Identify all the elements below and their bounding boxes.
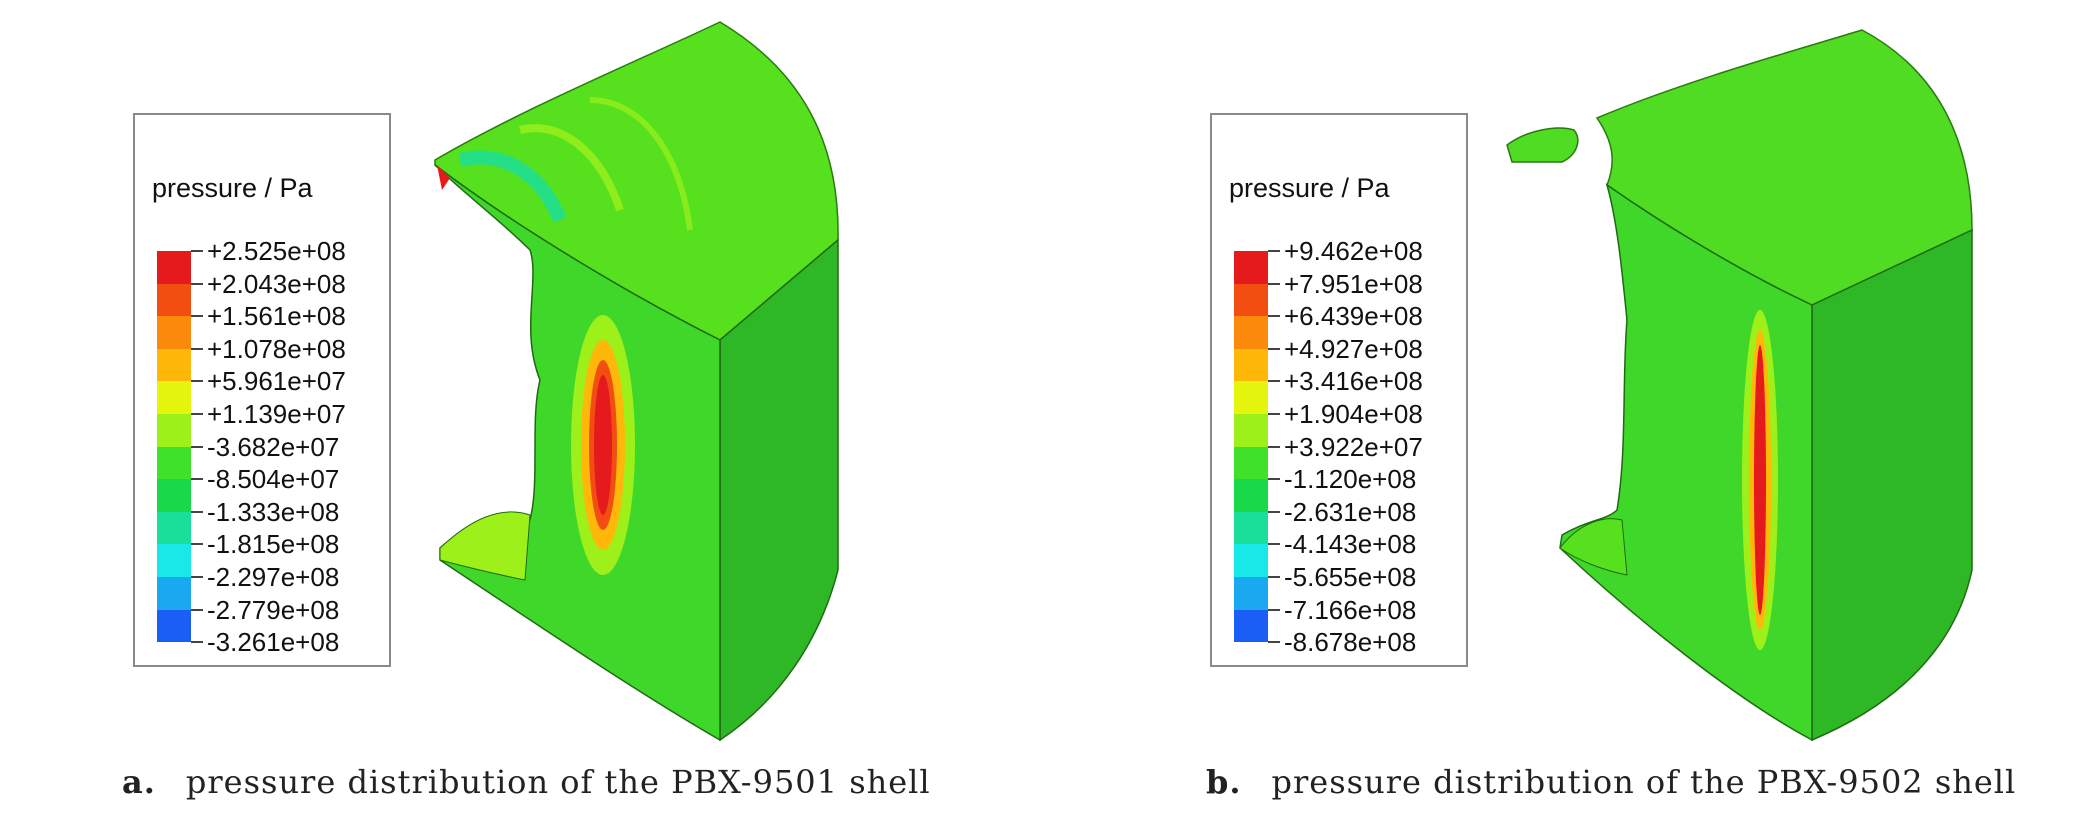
colorbar-swatch [157, 544, 191, 577]
colorbar-tick [191, 576, 203, 578]
colorbar-swatch [157, 413, 191, 447]
colorbar-a [157, 251, 191, 643]
colorbar-tick-label: -2.631e+08 [1284, 496, 1417, 527]
colorbar-tick-label: +5.961e+07 [207, 366, 346, 397]
colorbar-tick-label: +6.439e+08 [1284, 301, 1423, 332]
panel-a: pressure / Pa +2.525e+08 +2.043e+08 +1.561… [122, 21, 931, 801]
legend-title-a: pressure / Pa [152, 173, 313, 203]
colorbar-swatch [1234, 381, 1268, 414]
colorbar-tick-label: +4.927e+08 [1284, 333, 1423, 364]
colorbar-swatch [157, 576, 191, 610]
colorbar-tick [1268, 347, 1280, 350]
colorbar-tick-label: +9.462e+08 [1284, 236, 1423, 266]
colorbar-swatch [1234, 544, 1268, 577]
shell-model-b [1506, 29, 1973, 742]
caption-text-b: pressure distribution of the PBX-9502 sh… [1271, 763, 2017, 801]
colorbar-tick-label: +1.561e+08 [207, 301, 346, 332]
colorbar-b [1234, 251, 1268, 643]
colorbar-tick [1268, 510, 1280, 513]
colorbar-tick [1268, 380, 1280, 383]
legend-a: pressure / Pa +2.525e+08 +2.043e+08 +1.561… [133, 113, 391, 667]
colorbar-swatch [157, 381, 191, 414]
colorbar-swatch [1234, 576, 1268, 610]
colorbar-tick [191, 380, 203, 383]
colorbar-tick [191, 250, 203, 252]
colorbar-swatch [1234, 609, 1268, 643]
colorbar-tick [1268, 608, 1280, 611]
colorbar-tick-label: +3.922e+07 [1284, 431, 1423, 462]
colorbar-tick-label: +1.078e+08 [207, 333, 346, 364]
colorbar-tick [191, 510, 203, 513]
colorbar-swatch [157, 609, 191, 643]
colorbar-tick [1268, 315, 1280, 318]
colorbar-swatch [1234, 413, 1268, 447]
colorbar-tick [191, 641, 203, 644]
colorbar-tick [191, 543, 203, 546]
colorbar-tick-label: -1.120e+08 [1284, 464, 1417, 495]
colorbar-swatch [157, 446, 191, 480]
colorbar-tick-label: -3.261e+08 [207, 627, 340, 658]
caption-a: a. pressure distribution of the PBX-9501 … [122, 763, 931, 801]
caption-letter-a: a. [122, 763, 156, 801]
colorbar-swatch [1234, 446, 1268, 480]
colorbar-tick-label: +1.139e+07 [207, 399, 346, 429]
colorbar-tick-label: -1.815e+08 [207, 529, 340, 560]
colorbar-swatch [157, 479, 191, 512]
colorbar-tick-label: -2.779e+08 [207, 594, 340, 625]
colorbar-swatch [1234, 316, 1268, 349]
colorbar-tick [1268, 250, 1280, 252]
colorbar-tick [191, 282, 203, 285]
colorbar-tick-label: +2.525e+08 [207, 236, 346, 266]
colorbar-tick [1268, 413, 1280, 415]
colorbar-tick [191, 315, 203, 318]
colorbar-swatch [1234, 511, 1268, 545]
colorbar-swatch [1234, 283, 1268, 317]
colorbar-swatch [1234, 479, 1268, 512]
panel-b: pressure / Pa +9.462e+08 +7.951e+08 +6.439… [1037, 0, 2074, 825]
caption-letter-b: b. [1206, 763, 1242, 801]
colorbar-tick [1268, 445, 1280, 448]
colorbar-tick [191, 478, 203, 481]
colorbar-swatch [157, 316, 191, 349]
colorbar-tick-label: -1.333e+08 [207, 496, 340, 527]
legend-b: pressure / Pa +9.462e+08 +7.951e+08 +6.439… [1210, 113, 1468, 667]
colorbar-tick-label: -4.143e+08 [1284, 529, 1417, 560]
colorbar-tick-label: -5.655e+08 [1284, 562, 1417, 592]
colorbar-tick-label: -8.678e+08 [1284, 627, 1417, 658]
colorbar-tick [1268, 478, 1280, 481]
caption-text-a: pressure distribution of the PBX-9501 sh… [185, 763, 931, 801]
colorbar-tick-label: +1.904e+08 [1284, 399, 1423, 429]
colorbar-tick-label: +3.416e+08 [1284, 366, 1423, 397]
colorbar-swatch [157, 283, 191, 317]
colorbar-tick-label: -8.504e+07 [207, 464, 340, 495]
caption-b: b. pressure distribution of the PBX-9502 … [1206, 763, 2016, 801]
colorbar-tick [1268, 576, 1280, 578]
colorbar-tick [191, 347, 203, 350]
colorbar-tick [1268, 543, 1280, 546]
colorbar-tick-label: +2.043e+08 [207, 268, 346, 299]
legend-title-b: pressure / Pa [1229, 173, 1390, 203]
colorbar-tick [1268, 641, 1280, 644]
colorbar-swatch [1234, 251, 1268, 284]
colorbar-tick [191, 608, 203, 611]
colorbar-swatch [157, 348, 191, 382]
colorbar-tick-label: -7.166e+08 [1284, 594, 1417, 625]
colorbar-tick [191, 413, 203, 415]
shell-model-a [434, 21, 839, 742]
colorbar-swatch [157, 511, 191, 545]
colorbar-tick-label: -2.297e+08 [207, 562, 340, 592]
colorbar-tick [1268, 282, 1280, 285]
colorbar-swatch [1234, 348, 1268, 382]
colorbar-tick [191, 445, 203, 448]
colorbar-tick-label: +7.951e+08 [1284, 268, 1423, 299]
colorbar-swatch [157, 251, 191, 284]
colorbar-tick-label: -3.682e+07 [207, 431, 340, 462]
